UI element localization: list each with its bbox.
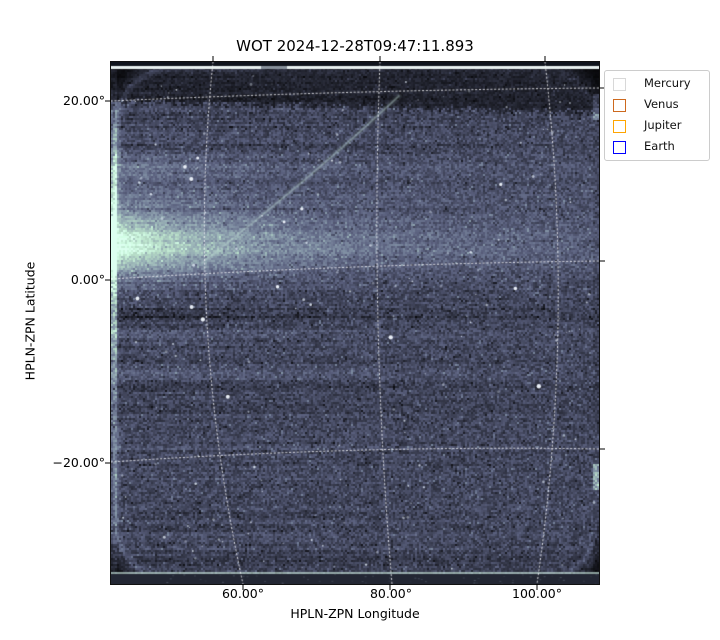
legend-item-jupiter: Jupiter [613, 119, 701, 133]
y-axis-label: HPLN-ZPN Latitude [22, 261, 38, 381]
legend-label-earth: Earth [644, 139, 675, 154]
legend-item-earth: Earth [613, 140, 701, 154]
y-tick-label-neg20: −20.00° [52, 455, 105, 470]
earth-marker-icon [613, 140, 626, 154]
venus-marker-icon [613, 98, 626, 112]
jupiter-marker-icon [613, 119, 626, 133]
x-tick-label-80: 80.00° [369, 586, 413, 601]
legend: Mercury Venus Jupiter Earth [604, 70, 710, 161]
y-tick-label-0: 0.00° [70, 272, 105, 287]
legend-label-venus: Venus [644, 97, 679, 112]
mercury-marker-icon [613, 77, 626, 91]
legend-item-venus: Venus [613, 98, 701, 112]
legend-label-mercury: Mercury [644, 76, 691, 91]
x-tick-label-60: 60.00° [221, 586, 265, 601]
y-tick-label-20: 20.00° [62, 93, 105, 108]
legend-label-jupiter: Jupiter [644, 118, 682, 133]
plot-title: WOT 2024-12-28T09:47:11.893 [236, 37, 474, 55]
sky-image-canvas [110, 61, 600, 585]
legend-item-mercury: Mercury [613, 77, 701, 91]
x-tick-label-100: 100.00° [512, 586, 562, 601]
x-axis-label: HPLN-ZPN Longitude [290, 606, 420, 621]
